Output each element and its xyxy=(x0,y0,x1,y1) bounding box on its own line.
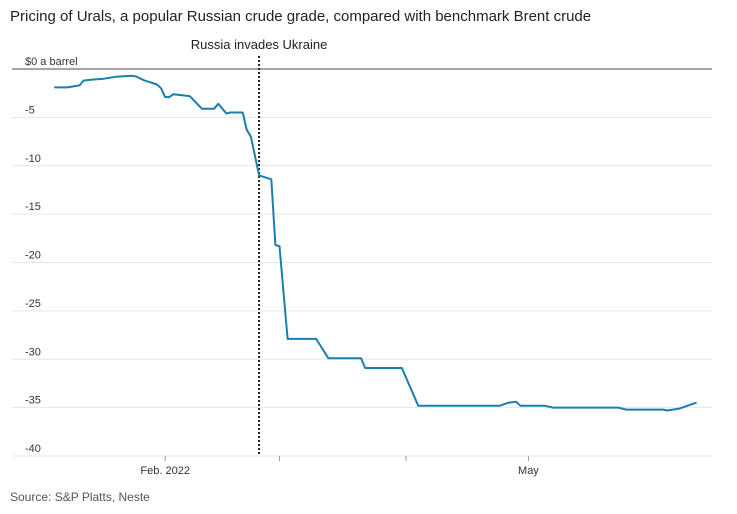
x-tick-label: Feb. 2022 xyxy=(140,465,190,477)
y-tick-label: $0 a barrel xyxy=(25,56,78,68)
event-annotation: Russia invades Ukraine xyxy=(191,37,328,456)
y-tick-label: -30 xyxy=(25,346,41,358)
x-tick-label: May xyxy=(518,465,539,477)
source-note: Source: S&P Platts, Neste xyxy=(10,490,150,504)
event-label: Russia invades Ukraine xyxy=(191,37,328,52)
y-axis-labels: $0 a barrel -5 -10 -15 -20 -25 -30 -35 -40 xyxy=(25,56,78,455)
y-tick-label: -10 xyxy=(25,153,41,165)
y-tick-label: -20 xyxy=(25,250,41,262)
x-axis: Feb. 2022 May xyxy=(140,456,539,477)
y-tick-label: -40 xyxy=(25,443,41,455)
y-tick-label: -35 xyxy=(25,395,41,407)
series-layer xyxy=(54,74,697,412)
gridlines xyxy=(12,68,712,457)
series-line xyxy=(54,74,697,412)
chart-title: Pricing of Urals, a popular Russian crud… xyxy=(10,8,592,25)
y-tick-label: -5 xyxy=(25,104,35,116)
y-tick-label: -15 xyxy=(25,201,41,213)
y-tick-label: -25 xyxy=(25,298,41,310)
